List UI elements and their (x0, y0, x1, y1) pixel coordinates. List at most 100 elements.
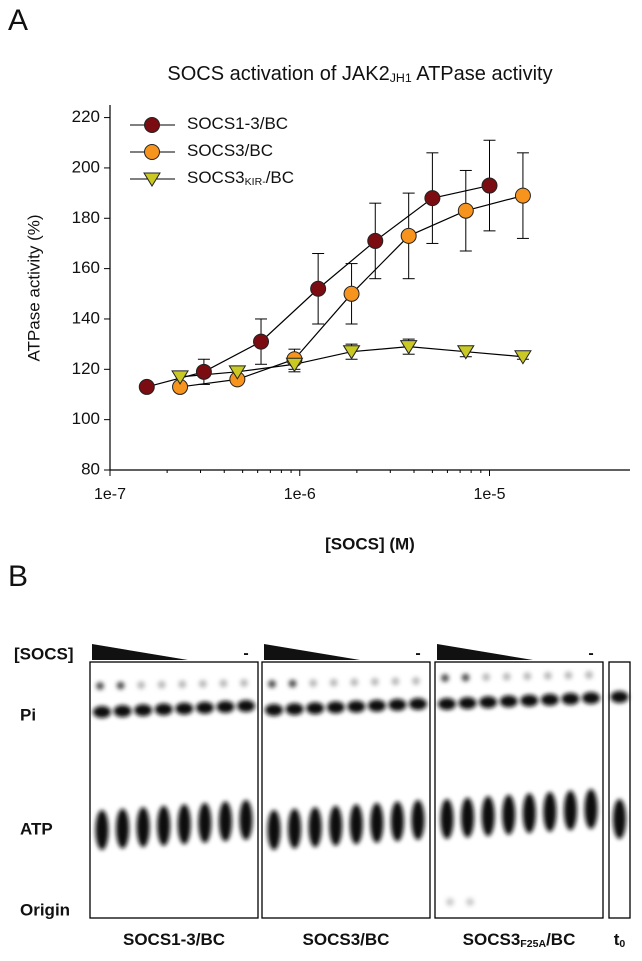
atp-band (157, 805, 171, 846)
marker (171, 370, 189, 385)
lane-label: SOCS3F25A/BC (463, 930, 576, 950)
marker (144, 117, 160, 133)
lane-label-part: SOCS3/BC (303, 930, 390, 949)
pi-spot (441, 674, 449, 682)
pi-spot (268, 680, 276, 688)
x-tick-label: 1e-6 (284, 486, 316, 503)
legend-label-part: SOCS3/BC (187, 141, 273, 160)
x-axis-label: [SOCS] (M) (325, 534, 415, 553)
pi-band (216, 700, 235, 713)
legend-label-part: SOCS1-3/BC (187, 114, 288, 133)
atp-band (116, 808, 130, 849)
lane-label-part: SOCS3 (463, 930, 521, 949)
pi-spot (198, 679, 207, 688)
pi-band (134, 704, 153, 717)
lane-label-part: 0 (619, 938, 625, 950)
pi-band (347, 700, 366, 713)
gel-box (261, 661, 431, 919)
pi-band (520, 694, 539, 707)
marker (144, 144, 160, 160)
atp-band (370, 802, 384, 843)
origin-spot (446, 898, 454, 906)
atp-band (218, 801, 232, 842)
pi-spot (178, 680, 187, 689)
panel-label: A (8, 4, 28, 37)
atp-band (288, 808, 302, 849)
pi-spot (585, 671, 593, 679)
atp-band (584, 789, 598, 829)
marker (424, 190, 441, 207)
origin-spot (466, 898, 474, 906)
atp-band (563, 790, 577, 831)
lane-label-part: t (614, 930, 620, 949)
marker (253, 333, 270, 350)
pi-spot (564, 671, 573, 680)
y-tick-label: 160 (72, 258, 100, 277)
atp-band (461, 797, 475, 838)
pi-band (195, 701, 214, 714)
marker (367, 232, 384, 249)
gel-box (608, 661, 631, 919)
pi-spot (240, 679, 248, 687)
pi-band (367, 699, 386, 712)
y-tick-label: 220 (72, 107, 100, 126)
minus-mark: - (588, 645, 593, 662)
pi-band (285, 703, 304, 716)
pi-band (306, 702, 325, 715)
atp-band (177, 804, 191, 845)
x-tick-label: 1e-5 (473, 486, 505, 503)
atp-band (136, 807, 150, 848)
concentration-wedge (437, 644, 533, 660)
pi-band (409, 698, 427, 710)
marker (143, 172, 161, 187)
pi-spot (543, 671, 552, 680)
legend-label: SOCS3KIR-/BC (187, 168, 294, 188)
pi-band (582, 692, 600, 704)
minus-mark: - (415, 645, 420, 662)
pi-spot (309, 679, 318, 688)
row-label: Origin (20, 900, 70, 919)
marker (310, 280, 327, 297)
lane-label-part: F25A (520, 938, 546, 950)
pi-spot (461, 673, 470, 682)
marker (195, 363, 212, 380)
pi-spot (370, 677, 379, 686)
atp-band (198, 802, 212, 843)
atp-band (613, 799, 626, 839)
legend-label: SOCS1-3/BC (187, 114, 288, 133)
pi-spot (219, 679, 228, 688)
lane-label: SOCS1-3/BC (123, 930, 225, 949)
marker (228, 365, 247, 380)
pi-band (458, 697, 477, 710)
atp-band (239, 800, 253, 840)
pi-band (540, 693, 559, 706)
pi-spot (502, 672, 511, 681)
pi-spot (391, 677, 400, 686)
pi-spot (350, 678, 359, 687)
legend-label: SOCS3/BC (187, 141, 273, 160)
atp-band (481, 796, 495, 837)
panel-label: B (8, 560, 28, 593)
concentration-wedge (92, 644, 188, 660)
atp-band (267, 810, 281, 850)
lane-label-part: /BC (546, 930, 575, 949)
pi-band (438, 698, 456, 710)
y-tick-label: 180 (72, 208, 100, 227)
pi-band (154, 703, 173, 716)
atp-band (329, 805, 343, 846)
legend-label-part: SOCS3 (187, 168, 245, 187)
marker (481, 177, 498, 194)
marker (399, 340, 418, 355)
pi-spot (329, 678, 338, 687)
marker (514, 350, 532, 365)
pi-band (113, 705, 132, 718)
pi-band (479, 696, 498, 709)
pi-spot (157, 680, 166, 689)
chart-title-part: ATPase activity (412, 63, 553, 85)
row-label: ATP (20, 819, 53, 838)
pi-spot (137, 681, 146, 690)
minus-mark: - (243, 645, 248, 662)
lane-label-part: SOCS1-3/BC (123, 930, 225, 949)
marker (343, 285, 360, 302)
y-tick-label: 140 (72, 308, 100, 327)
